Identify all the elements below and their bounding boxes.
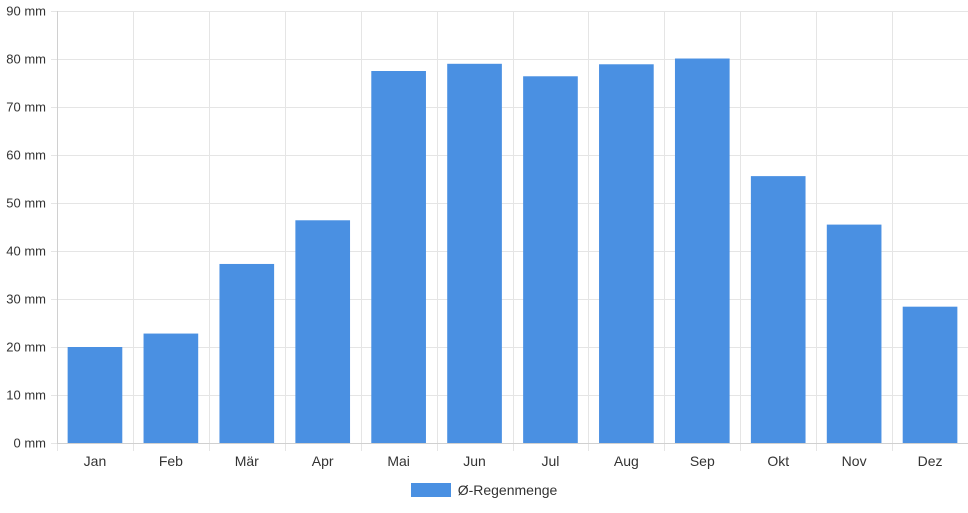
y-tick-label: 0 mm [14,436,47,451]
y-tick-label: 50 mm [6,196,46,211]
y-tick-label: 30 mm [6,292,46,307]
x-tick-label: Jun [463,453,486,469]
x-tick-label: Mär [235,453,259,469]
bars-layer [67,58,958,444]
y-tick-label: 80 mm [6,52,46,67]
axes-layer [57,11,968,444]
legend-swatch[interactable] [410,483,451,497]
x-tick-label: Sep [690,453,715,469]
y-tick-label: 10 mm [6,388,46,403]
bar-feb[interactable] [143,333,199,443]
bar-jun[interactable] [447,63,502,444]
bar-dez[interactable] [902,306,958,443]
x-tick-label: Apr [312,453,334,469]
x-tick-label: Dez [918,453,943,469]
legend-label[interactable]: Ø-Regenmenge [457,482,558,498]
x-tick-label: Aug [614,453,639,469]
x-tick-label: Mai [387,453,410,469]
y-tick-label: 20 mm [6,340,46,355]
bar-nov[interactable] [826,224,882,443]
y-tick-label: 40 mm [6,244,46,259]
labels-layer: 0 mm 10 mm 20 mm 30 mm 40 mm 50 mm 60 mm 70 mm 8… [6,4,942,470]
bar-apr[interactable] [295,220,351,443]
y-tick-label: 70 mm [6,100,46,115]
x-tick-label: Jul [542,453,560,469]
x-tick-label: Feb [159,453,183,469]
x-tick-label: Okt [767,453,789,469]
bar-okt[interactable] [750,176,806,443]
bar-aug[interactable] [599,64,654,443]
bar-mär[interactable] [219,263,275,443]
y-tick-label: 90 mm [6,4,46,19]
y-tick-label: 60 mm [6,148,46,163]
bar-jan[interactable] [67,347,123,443]
legend[interactable]: Ø-Regenmenge [0,480,968,500]
bar-mai[interactable] [371,71,426,443]
x-tick-label: Nov [842,453,867,469]
bar-jul[interactable] [523,76,578,443]
x-tick-label: Jan [84,453,107,469]
bar-sep[interactable] [674,58,730,444]
